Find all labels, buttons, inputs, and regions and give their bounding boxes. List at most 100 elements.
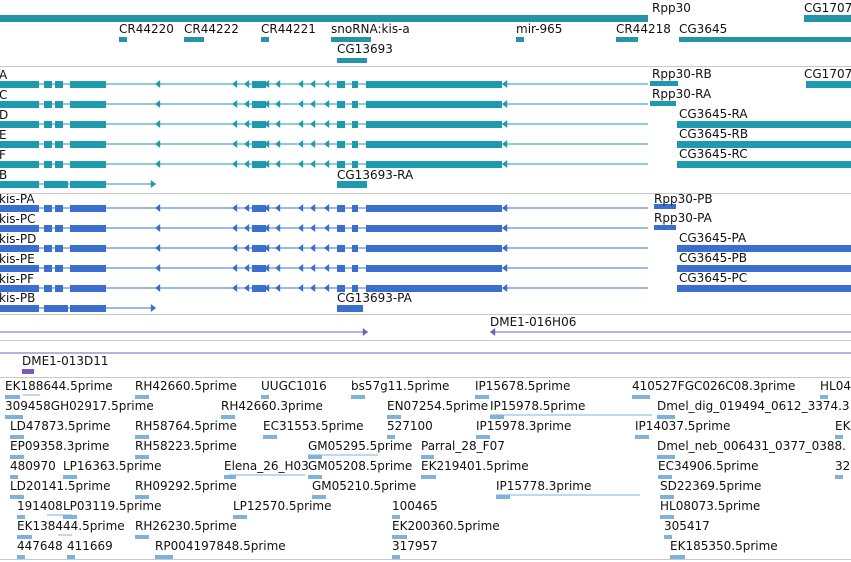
transcript-label[interactable]: CG13693-RA bbox=[337, 168, 414, 182]
transcript-label[interactable]: CG3645-RC bbox=[679, 147, 748, 161]
gene-label[interactable]: Rpp30 bbox=[652, 1, 691, 15]
est-feature[interactable] bbox=[496, 495, 510, 499]
est-feature[interactable] bbox=[17, 515, 25, 519]
est-feature[interactable] bbox=[660, 515, 674, 519]
exon[interactable] bbox=[44, 245, 52, 252]
est-label[interactable]: 480970 bbox=[10, 459, 56, 473]
gene-label[interactable]: mir-965 bbox=[516, 22, 563, 36]
est-label[interactable]: GM05208.5prime bbox=[308, 459, 413, 473]
est-feature[interactable] bbox=[392, 515, 400, 519]
est-feature[interactable] bbox=[312, 495, 326, 499]
est-feature[interactable] bbox=[263, 435, 277, 439]
exon[interactable] bbox=[44, 181, 68, 188]
est-label[interactable]: 100465 bbox=[392, 499, 438, 513]
est-label[interactable]: IP14037.5prime bbox=[635, 419, 731, 433]
exon[interactable] bbox=[252, 205, 266, 212]
est-feature[interactable] bbox=[135, 455, 149, 459]
est-feature[interactable] bbox=[221, 415, 235, 419]
exon[interactable] bbox=[252, 285, 266, 292]
exon[interactable] bbox=[352, 285, 358, 292]
est-label[interactable]: EC34906.5prime bbox=[658, 459, 759, 473]
exon[interactable] bbox=[0, 285, 39, 292]
exon[interactable] bbox=[337, 121, 345, 128]
exon[interactable] bbox=[0, 121, 39, 128]
est-label[interactable]: 317957 bbox=[392, 539, 438, 553]
exon[interactable] bbox=[252, 225, 266, 232]
est-label[interactable]: EN07254.5prime bbox=[387, 399, 489, 413]
est-feature[interactable] bbox=[10, 455, 24, 459]
exon[interactable] bbox=[677, 141, 851, 148]
exon[interactable] bbox=[55, 121, 63, 128]
est-label[interactable]: bs57g11.5prime bbox=[351, 379, 450, 393]
est-feature[interactable] bbox=[421, 475, 436, 479]
exon[interactable] bbox=[677, 265, 851, 272]
gene-feature[interactable] bbox=[337, 58, 367, 63]
est-label[interactable]: RH42660.3prime bbox=[221, 399, 323, 413]
est-label[interactable]: LD47873.5prime bbox=[10, 419, 111, 433]
gene-feature[interactable] bbox=[331, 37, 337, 42]
est-label[interactable]: RH09292.5prime bbox=[135, 479, 237, 493]
est-label[interactable]: Dmel_neb_006431_0377_0388. bbox=[657, 439, 846, 453]
est-feature[interactable] bbox=[387, 415, 401, 419]
exon[interactable] bbox=[70, 245, 106, 252]
exon[interactable] bbox=[44, 305, 68, 312]
est-label[interactable]: SD22369.5prime bbox=[660, 479, 762, 493]
exon[interactable] bbox=[337, 305, 363, 312]
est-label[interactable]: IP15678.5prime bbox=[475, 379, 571, 393]
est-feature[interactable] bbox=[135, 535, 149, 539]
est-label[interactable]: UUGC1016 bbox=[261, 379, 327, 393]
exon[interactable] bbox=[70, 101, 106, 108]
est-feature[interactable] bbox=[664, 535, 672, 539]
exon[interactable] bbox=[366, 101, 502, 108]
est-label[interactable]: Parral_28_F07 bbox=[421, 439, 505, 453]
est-label[interactable]: 309458GH02917.5prime bbox=[5, 399, 154, 413]
exon[interactable] bbox=[366, 225, 502, 232]
est-feature[interactable] bbox=[475, 395, 489, 399]
transcript-label[interactable]: Rpp30-RB bbox=[652, 67, 712, 81]
est-label[interactable]: 191408 bbox=[17, 499, 63, 513]
est-feature[interactable] bbox=[490, 415, 504, 419]
est-label[interactable]: EK219401.5prime bbox=[421, 459, 529, 473]
gene-label[interactable]: CG1707 bbox=[804, 1, 851, 15]
est-label[interactable]: Dmel_dig_019494_0612_3374.3 bbox=[657, 399, 850, 413]
exon[interactable] bbox=[0, 225, 39, 232]
exon[interactable] bbox=[55, 161, 63, 168]
est-feature[interactable] bbox=[476, 435, 490, 439]
exon[interactable] bbox=[352, 225, 358, 232]
est-feature[interactable] bbox=[657, 455, 675, 459]
est-feature[interactable] bbox=[10, 475, 18, 479]
exon[interactable] bbox=[337, 181, 367, 188]
exon[interactable] bbox=[44, 121, 52, 128]
gene-label[interactable]: CR44221 bbox=[261, 22, 316, 36]
exon[interactable] bbox=[352, 81, 358, 88]
est-feature[interactable] bbox=[632, 395, 650, 399]
est-label[interactable]: 527100 bbox=[387, 419, 433, 433]
est-feature[interactable] bbox=[351, 395, 365, 399]
est-label[interactable]: IP15978.5prime bbox=[490, 399, 586, 413]
exon[interactable] bbox=[352, 121, 358, 128]
transcript-label[interactable]: CG3645-PC bbox=[679, 271, 748, 285]
est-feature[interactable] bbox=[135, 435, 149, 439]
gene-feature[interactable] bbox=[0, 15, 648, 22]
est-label[interactable]: IP15978.3prime bbox=[476, 419, 572, 433]
gene-label[interactable]: CR44220 bbox=[119, 22, 174, 36]
exon[interactable] bbox=[337, 161, 345, 168]
gene-feature[interactable] bbox=[261, 37, 269, 42]
est-label[interactable]: 32 bbox=[835, 459, 851, 473]
exon[interactable] bbox=[0, 245, 39, 252]
est-label[interactable]: RP004197848.5prime bbox=[155, 539, 286, 553]
est-label[interactable]: EK2 bbox=[835, 419, 851, 433]
exon[interactable] bbox=[252, 161, 266, 168]
exon[interactable] bbox=[70, 305, 106, 312]
est-feature[interactable] bbox=[135, 395, 149, 399]
exon[interactable] bbox=[677, 245, 851, 252]
est-feature[interactable] bbox=[635, 435, 649, 439]
est-feature[interactable] bbox=[67, 555, 75, 559]
gene-label[interactable]: CG13693 bbox=[337, 42, 393, 56]
transcript-label[interactable]: kis-PB bbox=[0, 291, 36, 305]
gene-feature[interactable] bbox=[184, 37, 204, 42]
exon[interactable] bbox=[55, 265, 63, 272]
exon[interactable] bbox=[366, 245, 502, 252]
exon[interactable] bbox=[806, 81, 851, 88]
exon[interactable] bbox=[650, 81, 678, 86]
